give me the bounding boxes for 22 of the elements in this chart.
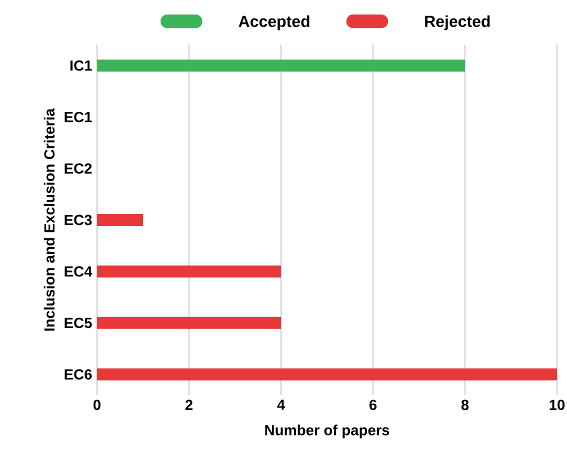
legend-label: Accepted [238, 15, 310, 30]
y-tick-label: EC2 [64, 163, 92, 174]
legend-label: Rejected [425, 15, 490, 30]
bar [97, 214, 144, 226]
x-tick-label: 4 [277, 400, 285, 410]
y-axis-title: Inclusion and Exclusion Criteria [44, 108, 55, 331]
bar [97, 368, 558, 380]
bar [97, 60, 465, 72]
y-tick-label: EC1 [64, 112, 92, 122]
y-tick-label: IC1 [70, 60, 92, 71]
x-tick-label: 0 [94, 400, 100, 410]
x-axis-title: Number of papers [265, 424, 390, 438]
y-tick-label: EC4 [64, 266, 92, 277]
y-tick-label: EC3 [64, 214, 92, 226]
x-tick-label: 10 [550, 400, 565, 410]
x-tick-label: 2 [185, 400, 192, 410]
x-tick-label: 8 [461, 400, 469, 410]
y-tick-label: EC5 [64, 318, 92, 328]
x-tick-label: 6 [369, 400, 377, 410]
bar [97, 265, 282, 278]
bar [97, 316, 282, 329]
y-tick-label: EC6 [64, 369, 92, 380]
